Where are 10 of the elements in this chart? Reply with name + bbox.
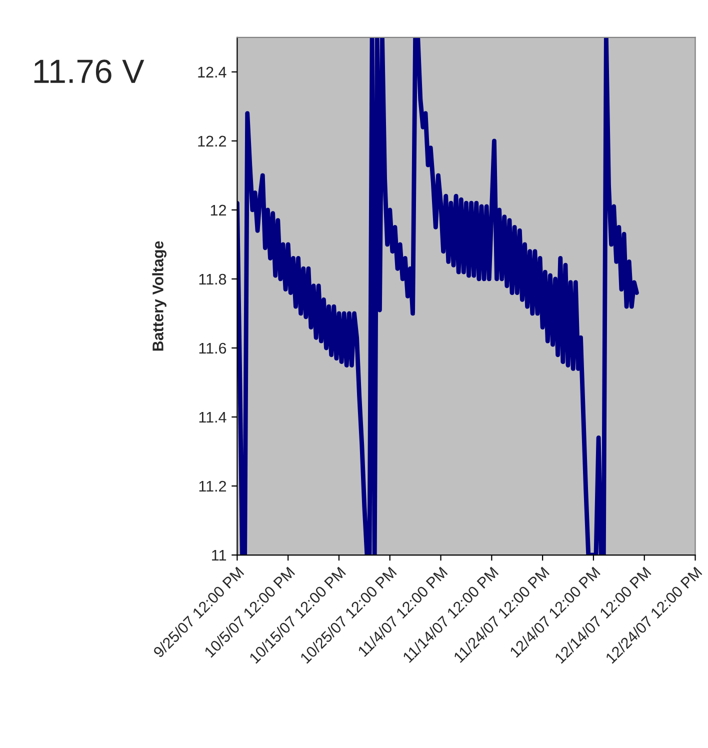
text: 11.76 V (34, 60, 144, 84)
y-tick-label: 12 (210, 204, 226, 216)
y-axis-title: Battery Voltage (152, 241, 166, 351)
y-tick-label: 11.2 (199, 480, 226, 492)
y-tick-label: 12.2 (198, 136, 226, 146)
y-tick-label: 11.6 (199, 342, 226, 354)
y-tick-label: 11.8 (199, 274, 226, 285)
y-tick-label: 11 (212, 550, 226, 561)
y-tick-label: 12.4 (198, 66, 226, 78)
y-tick-label: 11.4 (199, 412, 226, 423)
